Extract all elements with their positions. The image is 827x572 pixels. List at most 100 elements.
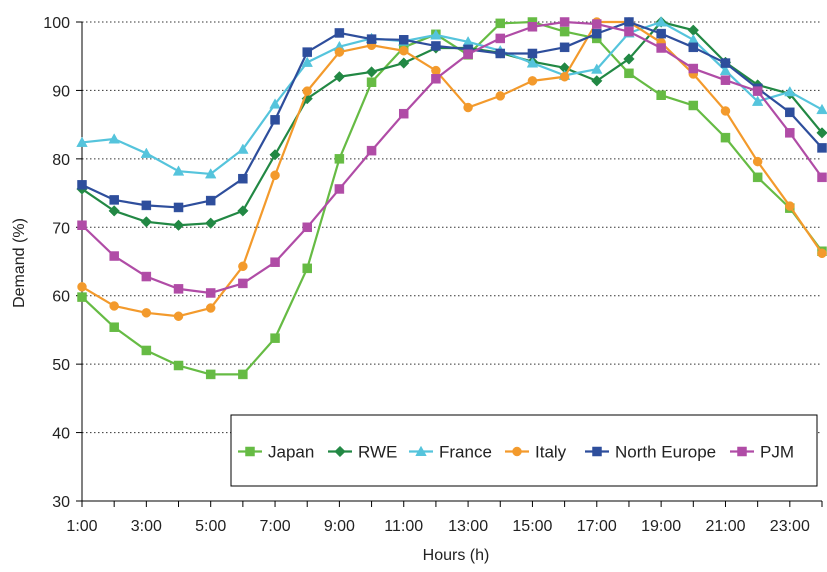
data-point xyxy=(398,35,409,45)
data-point xyxy=(237,143,249,154)
data-point xyxy=(720,106,731,116)
series-line xyxy=(81,20,823,176)
data-point xyxy=(817,248,827,259)
data-point xyxy=(141,345,152,356)
data-point xyxy=(205,369,216,380)
series-line xyxy=(81,20,823,376)
data-point xyxy=(688,100,699,111)
data-point xyxy=(77,282,87,292)
x-tick-label: 1:00 xyxy=(66,518,97,535)
data-point xyxy=(302,263,312,274)
axes xyxy=(76,21,823,507)
data-point xyxy=(495,91,506,101)
data-point xyxy=(785,107,795,118)
data-point xyxy=(656,43,666,53)
data-point xyxy=(365,66,378,78)
data-point xyxy=(655,16,667,27)
x-tick-label: 17:00 xyxy=(577,518,617,535)
legend: Japan RWE France Italy North Europe PJM xyxy=(230,414,818,487)
series-rwe xyxy=(76,16,827,231)
legend-swatch-marker xyxy=(512,446,522,457)
series-north-europe xyxy=(77,17,827,213)
data-point xyxy=(334,47,345,57)
data-point xyxy=(270,257,280,267)
data-point xyxy=(559,26,570,37)
data-point xyxy=(301,56,313,67)
data-point xyxy=(237,205,249,217)
data-point xyxy=(624,68,634,79)
data-point xyxy=(720,58,731,68)
data-point xyxy=(398,45,409,56)
data-point xyxy=(269,149,281,161)
legend-swatch-marker xyxy=(415,445,427,456)
data-point xyxy=(495,18,506,29)
data-point xyxy=(817,143,827,153)
data-point xyxy=(656,90,666,100)
data-point xyxy=(109,251,119,261)
data-point xyxy=(592,28,602,39)
series-group xyxy=(76,16,827,380)
data-point xyxy=(785,201,795,211)
legend-item: France xyxy=(409,443,492,462)
x-tick-label: 19:00 xyxy=(641,518,681,535)
series-japan xyxy=(77,17,827,380)
data-point xyxy=(302,222,312,233)
y-tick-label: 50 xyxy=(52,357,70,374)
series-line xyxy=(81,20,823,209)
data-point xyxy=(173,284,184,294)
legend-swatch-marker xyxy=(334,445,346,458)
legend-label: France xyxy=(439,443,492,462)
data-point xyxy=(173,311,184,321)
data-point xyxy=(238,173,248,184)
data-point xyxy=(238,278,248,289)
y-axis-label: Demand (%) xyxy=(11,218,28,308)
legend-label: Japan xyxy=(268,443,314,462)
legend-item: RWE xyxy=(328,443,397,462)
y-tick-labels: 30 40 50 60 70 80 90 100 xyxy=(43,15,70,511)
x-tick-label: 23:00 xyxy=(770,518,810,535)
data-point xyxy=(270,170,280,181)
data-point xyxy=(559,17,570,27)
data-point xyxy=(238,261,248,272)
data-point xyxy=(720,132,731,143)
legend-swatch-marker xyxy=(737,446,747,457)
y-tick-label: 100 xyxy=(43,15,70,32)
legend-label: RWE xyxy=(358,443,397,462)
data-point xyxy=(366,77,377,87)
x-tick-label: 5:00 xyxy=(195,518,226,535)
data-point xyxy=(527,76,538,86)
x-tick-label: 7:00 xyxy=(259,518,290,535)
data-point xyxy=(688,42,699,53)
data-point xyxy=(784,85,796,97)
legend-item: North Europe xyxy=(585,443,716,462)
data-point xyxy=(495,33,506,44)
data-point xyxy=(172,219,185,231)
data-point xyxy=(559,42,570,53)
data-point xyxy=(270,115,280,125)
y-tick-label: 90 xyxy=(52,83,70,100)
data-point xyxy=(624,26,634,37)
series-line xyxy=(81,20,823,318)
data-point xyxy=(592,19,602,29)
data-point xyxy=(77,220,87,230)
data-point xyxy=(398,57,410,69)
x-tick-label: 9:00 xyxy=(324,518,355,535)
data-point xyxy=(77,292,87,302)
series-line xyxy=(81,20,823,295)
data-point xyxy=(302,86,312,96)
data-point xyxy=(172,165,185,176)
data-point xyxy=(238,369,248,380)
data-point xyxy=(720,75,731,85)
data-point xyxy=(591,63,603,74)
data-point xyxy=(140,216,153,228)
data-point xyxy=(430,29,442,40)
legend-item: Italy xyxy=(505,443,567,462)
data-point xyxy=(109,301,119,311)
x-axis-label: Hours (h) xyxy=(423,547,490,564)
data-point xyxy=(141,308,152,318)
data-point xyxy=(785,128,795,138)
x-tick-label: 15:00 xyxy=(512,518,552,535)
data-point xyxy=(334,28,345,38)
data-point xyxy=(205,288,216,298)
